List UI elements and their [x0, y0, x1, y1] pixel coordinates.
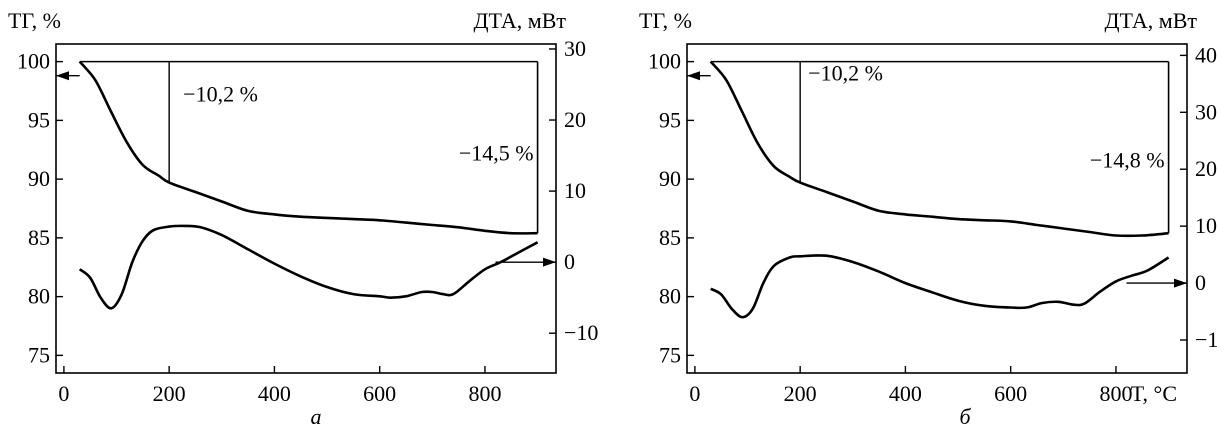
right-tick-label: 10: [1195, 213, 1217, 238]
left-tick-label: 75: [659, 342, 681, 367]
panel-label: а: [311, 404, 322, 429]
x-tick-label: 800: [1099, 381, 1132, 406]
left-tick-label: 80: [659, 284, 681, 309]
mass-loss-label: −10,2 %: [808, 60, 883, 85]
mass-loss-label: −10,2 %: [183, 82, 258, 107]
right-tick-label: 20: [564, 107, 586, 132]
x-axis-title: T, °C: [1131, 381, 1177, 406]
right-tick-label: 30: [564, 36, 586, 61]
right-tick-label: 40: [1195, 42, 1217, 67]
right-axis-title: ДТА, мВт: [474, 8, 567, 33]
mass-loss-label: −14,5 %: [459, 140, 534, 165]
tg-curve: [709, 60, 1169, 238]
dta-curve: [710, 254, 1170, 319]
x-tick-label: 400: [889, 381, 922, 406]
x-tick-label: 0: [58, 381, 69, 406]
left-axis-title: ТГ, %: [639, 8, 692, 33]
left-tick-label: 90: [659, 166, 681, 191]
x-tick-label: 200: [153, 381, 186, 406]
arrow-head: [56, 71, 69, 81]
left-tick-label: 80: [28, 284, 50, 309]
left-tick-label: 100: [17, 49, 50, 74]
right-tick-label: −10: [1195, 327, 1217, 352]
chart-panel-2: 7580859095100−100102030400200400600800ТГ…: [639, 8, 1217, 429]
plot-frame: [686, 43, 1188, 374]
x-tick-label: 0: [689, 381, 700, 406]
left-tick-label: 90: [28, 166, 50, 191]
right-tick-label: −10: [564, 320, 598, 345]
right-tick-label: 30: [1195, 99, 1217, 124]
left-tick-label: 75: [28, 342, 50, 367]
right-tick-label: 0: [1195, 270, 1206, 295]
left-tick-label: 85: [28, 225, 50, 250]
left-tick-label: 85: [659, 225, 681, 250]
mass-loss-label: −14,8 %: [1090, 147, 1165, 172]
arrow-head: [687, 71, 700, 81]
plot-frame: [55, 43, 557, 374]
left-tick-label: 95: [659, 107, 681, 132]
x-tick-label: 200: [784, 381, 817, 406]
dta-curve: [78, 224, 539, 310]
x-tick-label: 600: [363, 381, 396, 406]
right-axis-title: ДТА, мВт: [1105, 8, 1198, 33]
right-tick-label: 0: [564, 249, 575, 274]
right-tick-label: 10: [564, 178, 586, 203]
x-tick-label: 400: [258, 381, 291, 406]
left-axis-title: ТГ, %: [8, 8, 61, 33]
x-tick-label: 800: [468, 381, 501, 406]
arrow-head: [543, 257, 556, 267]
tg-curve: [78, 60, 538, 235]
left-tick-label: 95: [28, 107, 50, 132]
arrow-head: [1174, 278, 1187, 288]
x-tick-label: 600: [994, 381, 1027, 406]
right-tick-label: 20: [1195, 156, 1217, 181]
chart-panel-1: 75 80 85 90 95 100 −10 0 10 20 30 0 200 400 600 800 ТГ, …: [8, 8, 598, 429]
left-tick-label: 100: [648, 49, 681, 74]
panel-label: б: [959, 404, 971, 429]
